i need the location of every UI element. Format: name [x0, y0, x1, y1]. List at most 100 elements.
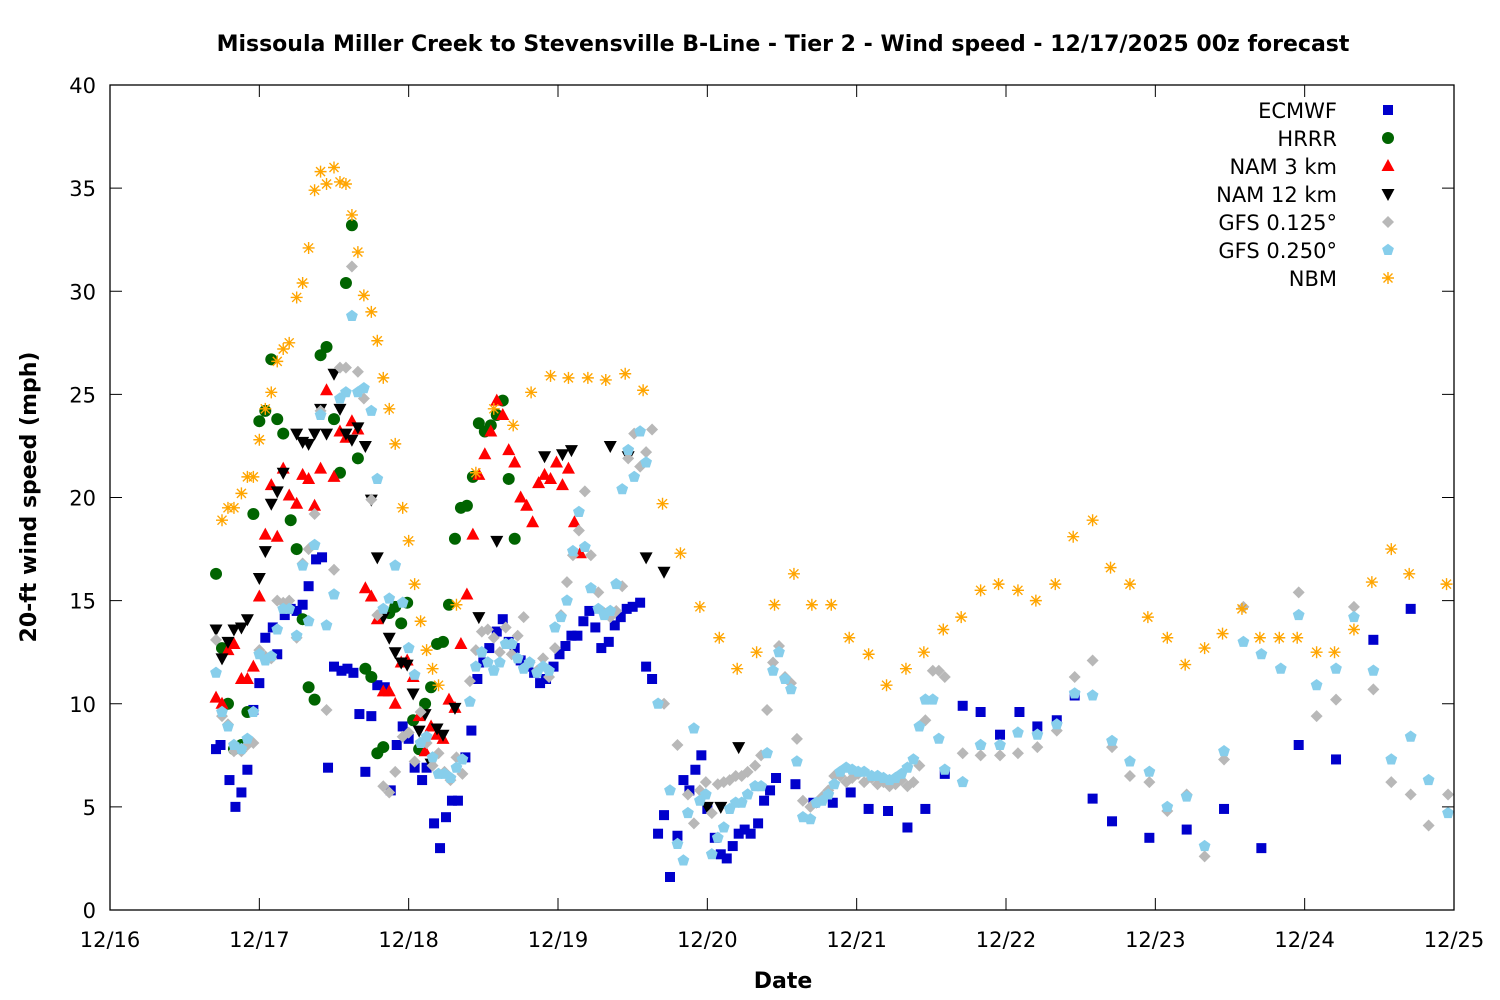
data-point-gfs-0-125	[377, 780, 390, 793]
data-point-gfs-0-125	[402, 726, 415, 739]
data-point-gfs-0-250	[1348, 610, 1360, 623]
data-point-nbm	[277, 343, 290, 355]
data-point-ecmwf	[215, 740, 226, 750]
data-point-ecmwf	[360, 766, 371, 777]
data-point-hrrr	[320, 340, 333, 353]
data-point-gfs-0-250	[271, 623, 284, 635]
data-point-ecmwf	[1087, 793, 1098, 804]
data-point-ecmwf	[1107, 816, 1118, 827]
data-point-nam-12-km	[555, 449, 569, 462]
data-point-gfs-0-250	[222, 720, 234, 732]
data-point-gfs-0-250	[755, 780, 767, 792]
data-point-nbm	[581, 371, 594, 384]
data-point-ecmwf	[417, 775, 428, 786]
chart-title: Missoula Miller Creek to Stevensville B-…	[217, 32, 1350, 57]
data-point-nam-12-km	[227, 624, 241, 637]
data-point-nbm	[750, 646, 763, 659]
data-point-ecmwf	[366, 711, 377, 722]
data-point-nam-3-km	[520, 498, 534, 511]
data-point-ecmwf	[441, 812, 451, 823]
data-point-gfs-0-250	[340, 386, 352, 398]
legend-marker-nam-3-km	[1381, 159, 1395, 171]
data-point-gfs-0-125	[463, 675, 476, 688]
data-point-gfs-0-250	[1274, 662, 1287, 674]
data-point-gfs-0-125	[907, 776, 920, 789]
data-point-gfs-0-250	[302, 615, 315, 627]
x-tick-label: 12/24	[1274, 928, 1335, 952]
data-point-gfs-0-125	[796, 794, 809, 807]
data-point-nbm	[1291, 631, 1304, 644]
data-point-nam-12-km	[714, 801, 728, 814]
data-point-gfs-0-250	[741, 788, 754, 800]
data-point-ecmwf	[554, 649, 565, 660]
data-point-nbm	[862, 648, 875, 661]
data-point-nbm	[290, 291, 303, 304]
data-point-gfs-0-250	[907, 753, 920, 765]
x-tick-label: 12/16	[80, 928, 141, 952]
data-point-nbm	[1328, 646, 1341, 659]
data-point-gfs-0-125	[761, 703, 774, 716]
data-point-nam-12-km	[430, 723, 444, 736]
data-point-nbm	[227, 501, 240, 514]
data-point-gfs-0-125	[578, 485, 591, 498]
data-point-nam-3-km	[252, 589, 266, 602]
data-point-nam-3-km	[327, 469, 341, 482]
data-point-gfs-0-125	[1422, 819, 1435, 832]
data-point-gfs-0-125	[622, 452, 635, 465]
data-point-ecmwf	[1293, 740, 1304, 750]
data-point-gfs-0-250	[1068, 687, 1081, 699]
data-point-nbm	[562, 371, 575, 384]
y-tick-label: 35	[69, 177, 96, 201]
data-point-nam-3-km	[460, 587, 474, 600]
data-point-gfs-0-250	[314, 408, 327, 420]
data-point-nbm	[1385, 543, 1398, 556]
data-point-gfs-0-250	[371, 472, 384, 484]
data-point-ecmwf	[647, 674, 658, 684]
data-point-gfs-0-125	[1367, 683, 1380, 696]
data-point-gfs-0-250	[1124, 755, 1136, 767]
data-point-nbm	[1123, 578, 1136, 591]
data-point-gfs-0-250	[283, 602, 296, 614]
data-point-gfs-0-250	[549, 621, 561, 633]
data-point-ecmwf	[590, 622, 601, 633]
x-tick-label: 12/18	[378, 928, 439, 952]
data-point-gfs-0-125	[572, 524, 585, 537]
legend-entry-nam-3-km: NAM 3 km	[1229, 155, 1395, 179]
data-point-gfs-0-250	[711, 831, 724, 843]
data-point-ecmwf	[883, 806, 894, 816]
data-point-gfs-0-125	[339, 361, 352, 374]
data-point-ecmwf	[920, 803, 931, 814]
data-point-hrrr	[448, 532, 461, 545]
data-point-gfs-0-250	[652, 697, 664, 709]
data-point-nbm	[955, 611, 968, 624]
data-point-hrrr	[508, 532, 521, 545]
data-point-gfs-0-125	[320, 703, 333, 716]
legend-label: NAM 3 km	[1229, 155, 1337, 179]
data-point-nam-12-km	[264, 498, 278, 511]
data-point-gfs-0-125	[383, 786, 396, 799]
data-point-ecmwf	[566, 630, 577, 641]
data-point-nbm	[247, 470, 260, 483]
series-nbm	[216, 161, 1453, 692]
data-point-gfs-0-250	[1180, 790, 1193, 802]
data-point-nbm	[314, 165, 327, 178]
data-point-gfs-0-250	[938, 763, 951, 775]
data-point-nam-12-km	[333, 403, 347, 416]
data-point-nam-3-km	[442, 692, 456, 705]
data-point-nam-12-km	[308, 428, 322, 441]
data-point-nam-3-km	[314, 461, 328, 474]
data-point-nam-3-km	[282, 488, 296, 501]
data-point-nam-3-km	[454, 636, 468, 649]
plot-marks	[209, 161, 1455, 882]
data-point-nbm	[899, 662, 912, 675]
data-point-hrrr	[351, 452, 364, 465]
data-point-gfs-0-125	[426, 759, 439, 772]
data-point-gfs-0-125	[389, 765, 402, 778]
data-point-ecmwf	[721, 853, 732, 864]
data-point-gfs-0-250	[699, 788, 712, 800]
data-point-gfs-0-125	[932, 664, 945, 677]
data-point-gfs-0-250	[420, 730, 433, 742]
data-point-gfs-0-125	[1068, 670, 1081, 683]
data-point-nam-12-km	[302, 438, 316, 451]
data-point-gfs-0-250	[677, 854, 690, 866]
